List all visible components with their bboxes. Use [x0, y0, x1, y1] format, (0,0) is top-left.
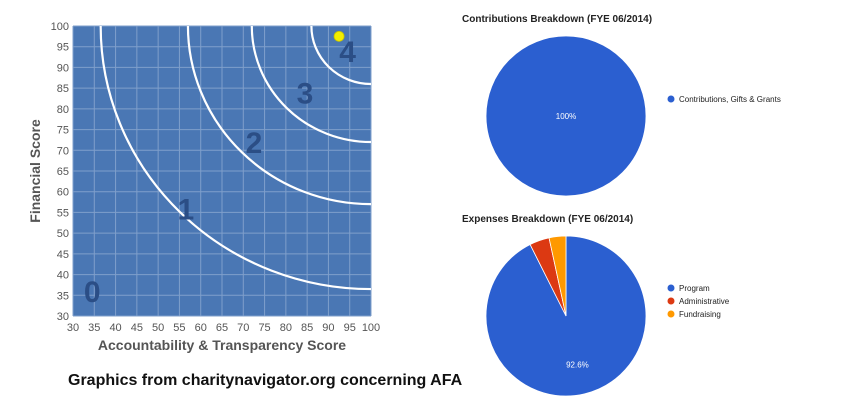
y-tick-label: 50 — [57, 228, 69, 240]
pie-slice — [485, 35, 647, 197]
legend-swatch — [667, 297, 675, 305]
y-tick-label: 30 — [57, 311, 69, 323]
contributions-pie-title: Contributions Breakdown (FYE 06/2014) — [462, 14, 652, 25]
y-tick-label: 70 — [57, 145, 69, 157]
x-tick-label: 30 — [67, 322, 79, 334]
zone-label: 1 — [177, 193, 194, 226]
y-tick-label: 60 — [57, 187, 69, 199]
contributions-pie-slices: 100% — [485, 35, 647, 197]
x-tick-label: 60 — [195, 322, 207, 334]
y-tick-label: 75 — [57, 125, 69, 137]
expenses-pie-slices: 92.6% — [485, 235, 647, 397]
y-tick-label: 90 — [57, 62, 69, 74]
x-tick-label: 65 — [216, 322, 228, 334]
y-tick-label: 80 — [57, 104, 69, 116]
x-tick-label: 45 — [131, 322, 143, 334]
pie-slice-label: 92.6% — [566, 360, 589, 369]
pie-slice-label: 100% — [556, 112, 576, 121]
image-caption: Graphics from charitynavigator.org conce… — [68, 372, 463, 389]
y-tick-label: 35 — [57, 290, 69, 302]
y-tick-labels: 30 35 40 45 50 55 60 65 70 75 80 85 90 95 100 — [51, 21, 69, 323]
y-tick-label: 100 — [51, 21, 69, 33]
pie-slice — [548, 235, 567, 317]
y-tick-label: 55 — [57, 207, 69, 219]
x-axis-label: Accountability & Transparency Score — [98, 337, 346, 353]
x-tick-label: 40 — [109, 322, 121, 334]
x-tick-label: 100 — [362, 322, 380, 334]
legend-label: Administrative — [679, 297, 730, 306]
legend-swatch — [667, 310, 675, 318]
y-tick-label: 85 — [57, 83, 69, 95]
x-tick-label: 50 — [152, 322, 164, 334]
y-tick-label: 95 — [57, 42, 69, 54]
legend-label: Contributions, Gifts & Grants — [679, 95, 781, 104]
y-tick-label: 40 — [57, 270, 69, 282]
data-points — [333, 30, 345, 42]
contributions-pie-chart: Contributions Breakdown (FYE 06/2014) 10… — [462, 14, 781, 197]
legend-label: Program — [679, 284, 710, 293]
y-axis-label: Financial Score — [27, 119, 43, 223]
legend-swatch — [667, 284, 675, 292]
zone-label: 3 — [297, 77, 314, 110]
x-tick-label: 85 — [301, 322, 313, 334]
zone-label: 0 — [84, 276, 101, 309]
y-tick-label: 65 — [57, 166, 69, 178]
x-tick-label: 95 — [344, 322, 356, 334]
legend-label: Fundraising — [679, 310, 721, 319]
x-tick-label: 75 — [258, 322, 270, 334]
zone-arc — [310, 26, 371, 86]
score-chart: 0 1 2 34 30 35 40 45 50 55 60 65 70 75 80 85 90 95 100 30… — [27, 21, 380, 353]
expenses-pie-title: Expenses Breakdown (FYE 06/2014) — [462, 214, 633, 225]
x-tick-label: 70 — [237, 322, 249, 334]
score-marker — [333, 30, 345, 42]
x-tick-label: 80 — [280, 322, 292, 334]
x-tick-label: 35 — [88, 322, 100, 334]
zone-label: 4 — [339, 36, 356, 69]
x-tick-label: 55 — [173, 322, 185, 334]
x-tick-label: 90 — [322, 322, 334, 334]
zone-arcs — [99, 26, 371, 291]
contributions-legend: Contributions, Gifts & Grants — [667, 95, 781, 104]
legend-swatch — [667, 95, 675, 103]
x-tick-labels: 30 35 40 45 50 55 60 65 70 75 80 85 90 95 100 — [67, 322, 380, 334]
expenses-legend: Program Administrative Fundraising — [667, 284, 730, 319]
y-tick-label: 45 — [57, 249, 69, 261]
expenses-pie-chart: Expenses Breakdown (FYE 06/2014) 92.6% P… — [462, 214, 730, 397]
zone-label: 2 — [246, 127, 263, 160]
zone-labels: 0 1 2 34 — [84, 36, 356, 309]
